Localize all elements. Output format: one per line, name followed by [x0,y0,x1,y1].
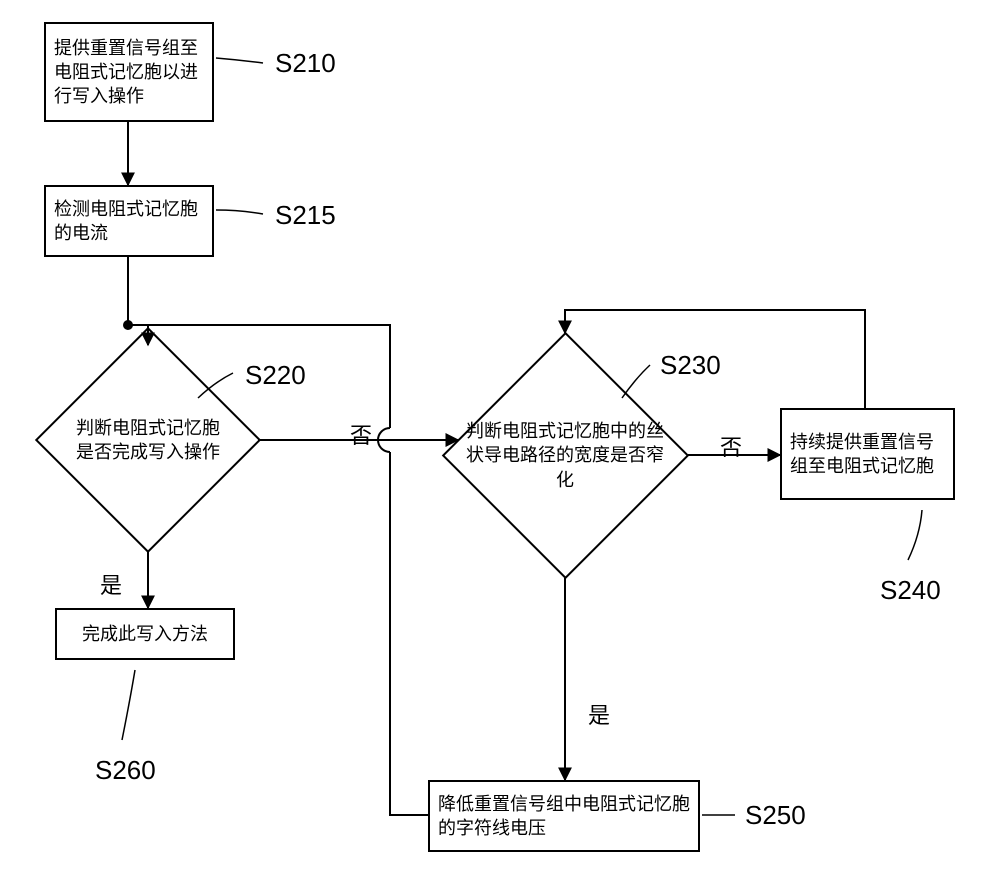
edge-label-s230-yes: 是 [588,698,610,730]
node-s210: 提供重置信号组至电阻式记忆胞以进行写入操作 [44,22,214,122]
node-s260: 完成此写入方法 [55,608,235,660]
node-s215: 检测电阻式记忆胞的电流 [44,185,214,257]
merge-dot [123,320,133,330]
node-s220 [35,327,261,553]
step-label-s250: S250 [745,800,806,831]
step-label-s230: S230 [660,350,721,381]
step-label-s260: S260 [95,755,156,786]
edge-label-s220-no: 否 [350,418,372,450]
edge-label-s230-no: 否 [720,430,742,462]
step-label-s220: S220 [245,360,306,391]
step-label-s215: S215 [275,200,336,231]
node-s250-text: 降低重置信号组中电阻式记忆胞的字符线电压 [438,792,690,841]
step-label-s240: S240 [880,575,941,606]
node-s230 [442,332,689,579]
edge-e9-hop [378,428,390,452]
leader-s240 [908,510,922,560]
leader-s210 [216,58,263,63]
edge-e9a [390,452,428,815]
flowchart-canvas: 提供重置信号组至电阻式记忆胞以进行写入操作 S210 检测电阻式记忆胞的电流 S… [0,0,1000,885]
node-s215-text: 检测电阻式记忆胞的电流 [54,197,204,246]
edge-label-s220-yes: 是 [100,568,122,600]
step-label-s210: S210 [275,48,336,79]
node-s210-text: 提供重置信号组至电阻式记忆胞以进行写入操作 [54,36,204,109]
leader-s215 [216,210,263,214]
leader-s260 [122,670,135,740]
node-s240-text: 持续提供重置信号组至电阻式记忆胞 [790,430,945,479]
node-s250: 降低重置信号组中电阻式记忆胞的字符线电压 [428,780,700,852]
node-s240: 持续提供重置信号组至电阻式记忆胞 [780,408,955,500]
node-s260-text: 完成此写入方法 [82,622,208,646]
